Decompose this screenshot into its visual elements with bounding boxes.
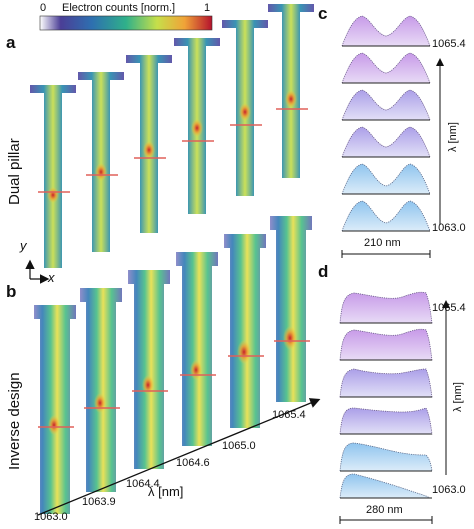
panel-d-scale-label: 280 nm xyxy=(366,504,403,516)
x-axis-label: x xyxy=(48,270,55,285)
panel-b-axis-label: λ [nm] xyxy=(148,484,184,499)
panel-label-a: a xyxy=(6,33,16,52)
panel-d-axis-label: λ [nm] xyxy=(452,382,464,412)
y-axis-label: y xyxy=(20,238,27,253)
colorbar-min: 0 xyxy=(40,2,47,14)
inverse-design-maps xyxy=(34,216,312,514)
panel-label-b: b xyxy=(6,282,17,301)
wavelength-arrow xyxy=(37,398,321,516)
panel-c-top-value: 1065.4 xyxy=(432,38,466,50)
panel-c-scale-label: 210 nm xyxy=(364,237,401,249)
panel-d-bottom-value: 1063.0 xyxy=(432,484,466,496)
wavelength-label-6: 1065.4 xyxy=(272,409,306,421)
wavelength-label-5: 1065.0 xyxy=(222,440,256,452)
wavelength-label-2: 1063.9 xyxy=(82,496,116,508)
colorbar-label: Electron counts [norm.] xyxy=(62,2,176,14)
panel-d-top-value: 1065.4 xyxy=(432,302,466,314)
wavelength-label-3: 1064.4 xyxy=(126,478,160,490)
colorbar-max: 1 xyxy=(204,2,211,14)
wavelength-label-4: 1064.6 xyxy=(176,457,210,469)
dual-pillar-maps xyxy=(30,4,314,268)
panel-label-c: c xyxy=(318,4,328,23)
row-title-dual-pillar: Dual pillar xyxy=(6,138,23,205)
wavelength-label-1: 1063.0 xyxy=(34,511,68,523)
panel-c-profiles xyxy=(341,15,431,232)
panel-c-axis-label: λ [nm] xyxy=(447,122,459,152)
panel-label-d: d xyxy=(318,262,329,281)
panel-d-profiles xyxy=(339,291,433,499)
row-title-inverse-design: Inverse design xyxy=(6,372,23,470)
panel-c-bottom-value: 1063.0 xyxy=(432,222,466,234)
colorbar xyxy=(39,15,213,31)
